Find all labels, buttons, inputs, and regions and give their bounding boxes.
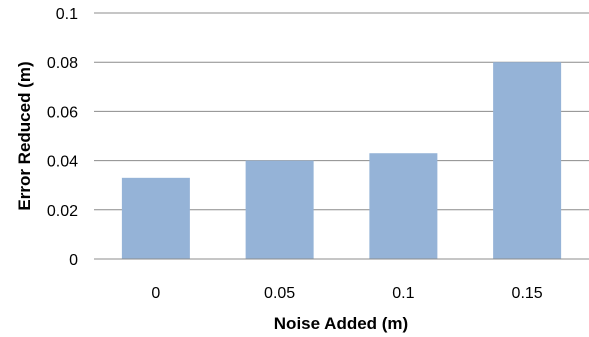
bar — [245, 160, 314, 259]
bars — [121, 62, 562, 260]
y-tick-label: 0.02 — [47, 203, 78, 220]
x-tick-label: 0.15 — [512, 285, 543, 302]
bar — [369, 153, 438, 259]
y-tick-label: 0.1 — [56, 6, 78, 23]
y-tick-label: 0.06 — [47, 104, 78, 121]
x-tick-label: 0 — [151, 285, 160, 302]
y-tick-label: 0.04 — [47, 154, 78, 171]
x-tick-labels: 0 0.05 0.1 0.15 — [151, 285, 542, 302]
bar — [121, 177, 190, 259]
x-tick-label: 0.05 — [264, 285, 295, 302]
bar — [493, 62, 562, 260]
x-tick-label: 0.1 — [392, 285, 414, 302]
y-tick-labels: 0 0.02 0.04 0.06 0.08 0.1 — [47, 6, 78, 269]
x-axis-title: Noise Added (m) — [274, 314, 408, 333]
y-axis-title: Error Reduced (m) — [15, 61, 34, 210]
y-tick-label: 0.08 — [47, 55, 78, 72]
y-tick-label: 0 — [69, 252, 78, 269]
